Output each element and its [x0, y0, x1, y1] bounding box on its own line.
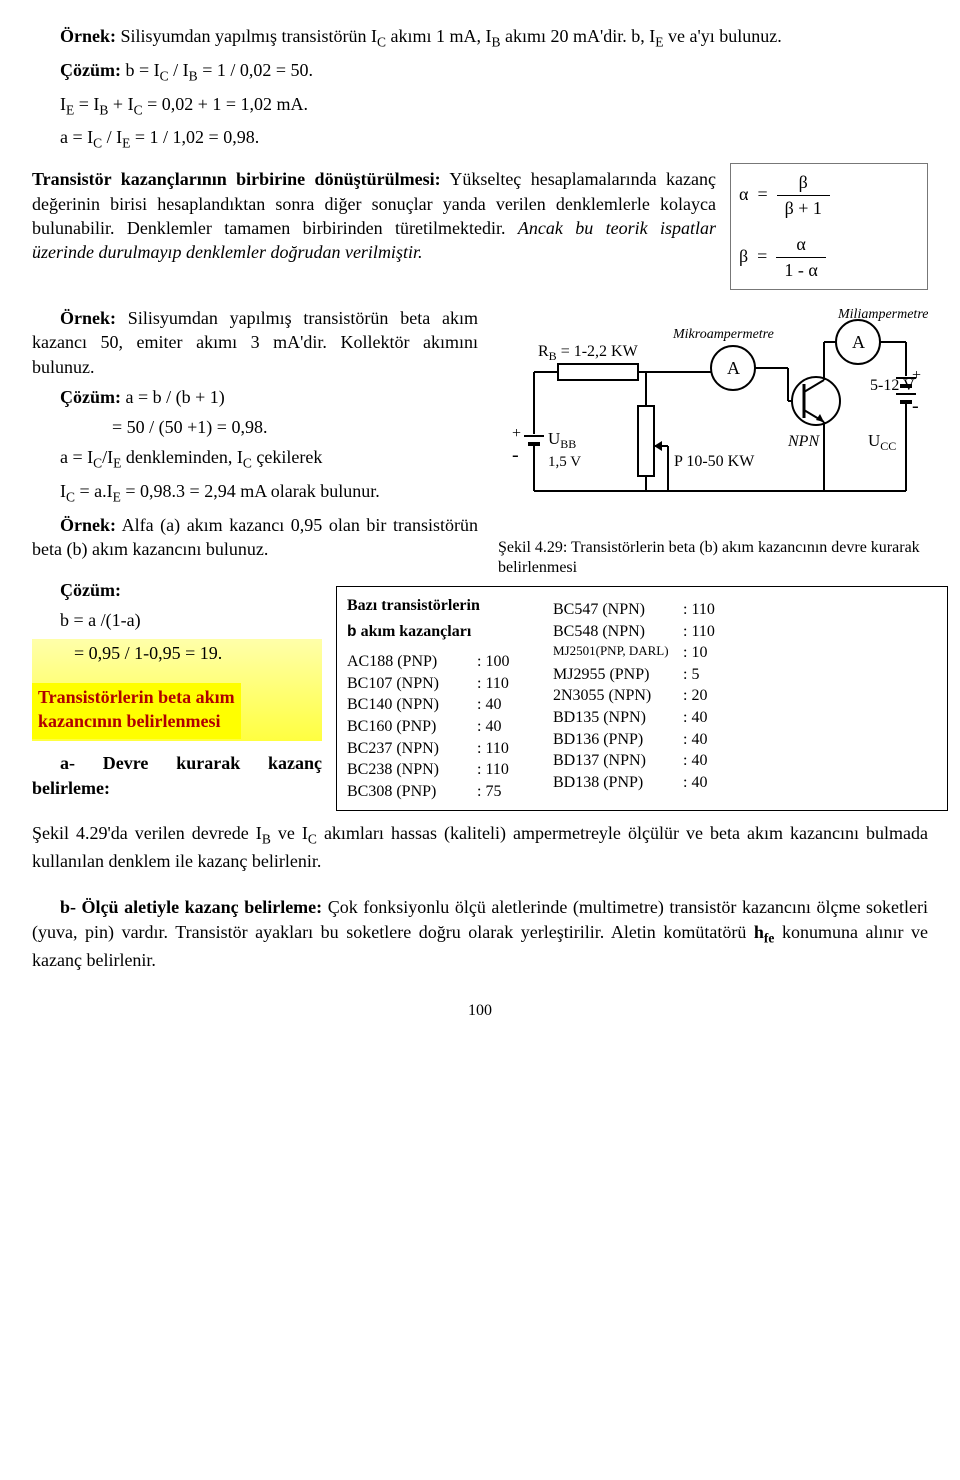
svg-text:RB = 1-2,2 KW: RB = 1-2,2 KW	[538, 343, 639, 363]
svg-text:UBB: UBB	[548, 429, 576, 451]
example1-para: Örnek: Silisyumdan yapılmış transistörün…	[32, 24, 928, 52]
solution2-line4: IC = a.IE = 0,98.3 = 2,94 mA olarak bulu…	[32, 479, 478, 507]
alpha-beta-formula-box: α = β β + 1 β = α 1 - α	[730, 163, 928, 290]
gain-row: BC107 (NPN): 110	[347, 673, 527, 695]
gain-row: MJ2501(PNP, DARL): 10	[553, 642, 733, 664]
examples-column: Örnek: Silisyumdan yapılmış transistörün…	[32, 306, 478, 578]
svg-text:P 10-50 KW: P 10-50 KW	[674, 453, 755, 470]
circuit-svg: Miliampermetre Mikroampermetre A A RB = …	[498, 306, 928, 536]
solution2-line2: = 50 / (50 +1) = 0,98.	[32, 415, 478, 439]
gain-table-column: Bazı transistörlerin b akım kazançları A…	[336, 578, 948, 821]
gain-row: BC160 (PNP): 40	[347, 716, 527, 738]
para4: b- Ölçü aletiyle kazanç belirleme: Çok f…	[32, 895, 928, 971]
gain-row: BD135 (NPN): 40	[553, 707, 733, 729]
example3-para: Örnek: Alfa (a) akım kazancı 0,95 olan b…	[32, 513, 478, 562]
gain-table: Bazı transistörlerin b akım kazançları A…	[336, 586, 948, 811]
svg-text:1,5 V: 1,5 V	[548, 454, 581, 470]
gain-row: BC308 (PNP): 75	[347, 781, 527, 803]
svg-text:A: A	[727, 358, 740, 378]
circuit-caption: Şekil 4.29: Transistörlerin beta (b) akı…	[498, 538, 928, 578]
solution3-line1: b = a /(1-a)	[32, 608, 322, 632]
solution1-line2: IE = IB + IC = 0,02 + 1 = 1,02 mA.	[32, 92, 928, 120]
svg-text:-: -	[912, 395, 919, 417]
solution1-line1: Çözüm: b = IC / IB = 1 / 0,02 = 50.	[32, 58, 928, 86]
gain-row: BC238 (NPN): 110	[347, 759, 527, 781]
gain-table-right: BC547 (NPN): 110BC548 (NPN): 110MJ2501(P…	[553, 595, 733, 802]
miliamp-label: Miliampermetre	[837, 307, 928, 322]
highlight-box: Transistörlerin beta akım kazancının bel…	[32, 683, 241, 740]
mikroamp-label: Mikroampermetre	[672, 327, 774, 342]
para3-title-start: a- Devre kurarak kazanç belirleme:	[32, 751, 322, 800]
svg-text:UCC: UCC	[868, 431, 896, 453]
gain-row: BD137 (NPN): 40	[553, 750, 733, 772]
gain-row: AC188 (PNP): 100	[347, 651, 527, 673]
lower-left-column: Çözüm: b = a /(1-a) = 0,95 / 1-0,95 = 19…	[32, 578, 322, 806]
gain-row: BD136 (PNP): 40	[553, 729, 733, 751]
solution3-line2: = 0,95 / 1-0,95 = 19.	[32, 641, 322, 665]
para3-body: Şekil 4.29'da verilen devrede IB ve IC a…	[32, 821, 928, 873]
page-number: 100	[32, 1000, 928, 1022]
solution3-coz: Çözüm:	[32, 578, 322, 602]
gain-table-left: Bazı transistörlerin b akım kazançları A…	[347, 595, 527, 802]
ornek1-label: Örnek:	[60, 26, 116, 46]
gain-row: BD138 (PNP): 40	[553, 772, 733, 794]
solution2-line3: a = IC/IE denkleminden, IC çekilerek	[32, 445, 478, 473]
gain-row: 2N3055 (NPN): 20	[553, 685, 733, 707]
gain-row: BC237 (NPN): 110	[347, 738, 527, 760]
svg-text:-: -	[512, 444, 519, 466]
solution1-line3: a = IC / IE = 1 / 1,02 = 0,98.	[32, 125, 928, 153]
svg-text:A: A	[852, 332, 865, 352]
example2-para: Örnek: Silisyumdan yapılmış transistörün…	[32, 306, 478, 379]
svg-text:5-12 V: 5-12 V	[870, 377, 915, 394]
svg-text:NPN: NPN	[787, 433, 820, 450]
gain-row: BC140 (NPN): 40	[347, 694, 527, 716]
gain-row: MJ2955 (PNP): 5	[553, 664, 733, 686]
circuit-figure: Miliampermetre Mikroampermetre A A RB = …	[498, 306, 928, 578]
svg-text:+: +	[512, 425, 521, 442]
gain-row: BC548 (NPN): 110	[553, 621, 733, 643]
gain-row: BC547 (NPN): 110	[553, 599, 733, 621]
solution2-line1: Çözüm: a = b / (b + 1)	[32, 385, 478, 409]
